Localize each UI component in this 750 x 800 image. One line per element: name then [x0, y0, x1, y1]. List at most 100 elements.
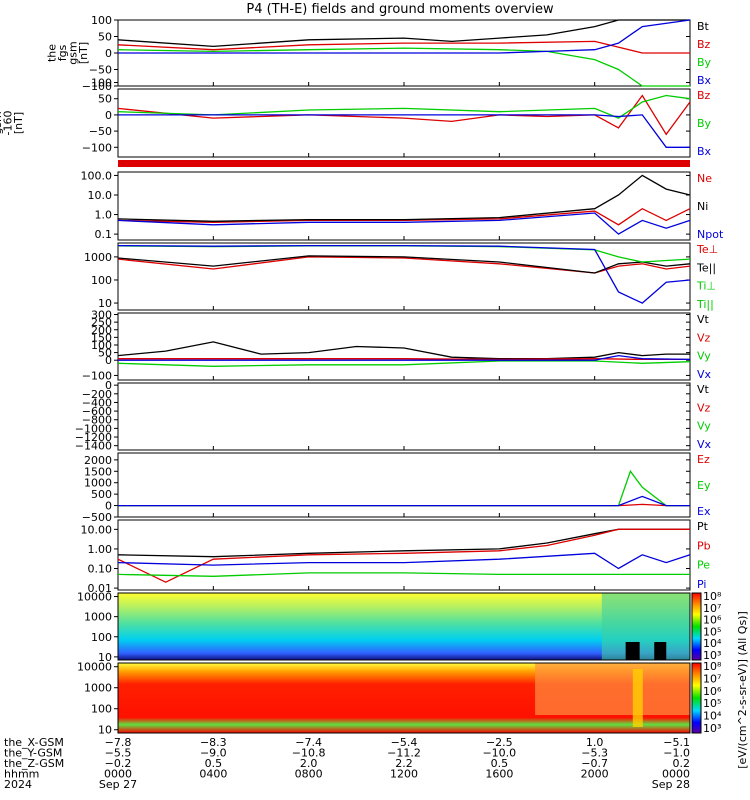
x-axis-value: −7.4: [295, 736, 322, 749]
y-tick-label: 0.01: [88, 582, 113, 595]
y-axis-label-line: fgs: [56, 44, 69, 61]
ion-spectrogram: [118, 593, 690, 660]
x-axis-value: Sep 27: [99, 778, 137, 791]
series-line-Pb: [117, 528, 690, 583]
y-tick-label: 0: [105, 500, 112, 513]
series-line-Ti||: [117, 244, 691, 304]
legend-entry: Pe: [697, 559, 710, 572]
y-tick-label: 50: [98, 93, 112, 106]
x-axis-value: −9.0: [200, 747, 227, 760]
y-tick-label: −400: [82, 396, 112, 409]
legend-entry: Vy: [697, 420, 711, 433]
colorbar-tick-label: 10³: [703, 722, 721, 735]
x-axis-labels: the_X-GSMthe_Y-GSMthe_Z-GSMhhmm2024−7.8−…: [4, 736, 690, 791]
colorbar-scale: [691, 662, 702, 734]
y-tick-label: −50: [89, 64, 112, 77]
x-axis-row-label: the_Y-GSM: [4, 747, 62, 760]
panels-layer: 100500−50−100thefgsgsm[nT]BtBzByBx100500…: [0, 14, 724, 737]
colorbar-tick-label: 10⁴: [703, 710, 722, 723]
series-line-Bx: [118, 114, 690, 148]
y-tick-label: −500: [82, 511, 112, 524]
y-tick-label: 0.1: [95, 228, 113, 241]
x-axis-value: 2.0: [300, 757, 318, 770]
y-tick-label: −600: [82, 405, 112, 418]
y-tick-label: 10.00: [81, 523, 113, 536]
ion-spectrogram-gap: [654, 642, 667, 660]
y-tick-label: 1000: [84, 251, 112, 264]
y-axis-label-line: [nT]: [77, 42, 90, 64]
x-axis-value: −5.5: [105, 747, 132, 760]
legend-entry: Vx: [697, 368, 712, 381]
legend-entry: Bx: [697, 74, 712, 87]
electron-spectrogram-late: [535, 663, 690, 715]
y-tick-label: −1200: [75, 431, 112, 444]
series-line-Te||: [117, 255, 691, 274]
series-line-Pi: [117, 552, 691, 570]
legend-entry: Ti||: [696, 298, 714, 311]
legend-entry: Bz: [697, 89, 711, 102]
colorbar-tick-label: 10⁶: [703, 614, 722, 627]
y-tick-label: 1000: [84, 682, 112, 695]
quality-flag-bar: [118, 160, 690, 167]
y-tick-label: 100: [91, 14, 112, 27]
x-axis-value: −0.7: [581, 757, 608, 770]
y-tick-label: 150: [91, 331, 112, 344]
legend-entry: Pi: [697, 578, 706, 591]
y-tick-label: 0.10: [88, 563, 113, 576]
series-group: [117, 244, 691, 304]
panel-frame: [117, 312, 691, 381]
y-tick-label: 100: [91, 339, 112, 352]
panel-frame: [117, 171, 691, 241]
colorbar-tick-label: 10⁷: [703, 672, 721, 685]
x-axis-value: −7.8: [105, 736, 132, 749]
series-line-Vy: [117, 360, 691, 367]
x-axis-value: −11.2: [387, 747, 421, 760]
series-group: [117, 19, 691, 87]
y-tick-label: 100.0: [81, 169, 113, 182]
y-tick-label: 1000: [84, 477, 112, 490]
y-tick-label: 1500: [84, 465, 112, 478]
y-tick-label: 0: [105, 109, 112, 122]
legend-entry: Vt: [697, 313, 710, 326]
y-tick-label: 10000: [77, 591, 112, 604]
series-line-Vt: [117, 341, 690, 360]
y-tick-label: 50: [98, 347, 112, 360]
electron-spectrogram-band: [632, 669, 643, 727]
series-line-Pe: [117, 572, 690, 577]
legend-entry: Ne: [697, 172, 712, 185]
x-axis-value: 1.0: [586, 736, 604, 749]
colorbar-tick-label: 10³: [703, 649, 721, 662]
legend-entry: By: [697, 117, 712, 130]
colorbar-tick-label: 10⁵: [703, 625, 721, 638]
y-axis-label-line: -160: [2, 111, 15, 136]
y-tick-label: 100: [91, 77, 112, 90]
legend-entry: Ey: [697, 479, 711, 492]
x-axis-value: −2.5: [486, 736, 513, 749]
series-line-Ex: [118, 495, 690, 507]
x-axis-value: −5.1: [663, 736, 690, 749]
x-axis-value: −0.2: [105, 757, 132, 770]
colorbar-tick-label: 10⁵: [703, 697, 721, 710]
y-axis-label-line: gsm: [66, 41, 79, 64]
series-line-Ni: [117, 174, 691, 222]
legend-entry: Ni: [697, 200, 708, 213]
y-tick-label: −800: [82, 414, 112, 427]
x-axis-row-label: the_X-GSM: [4, 736, 64, 749]
y-tick-label: 0: [105, 379, 112, 392]
series-line-Vx: [118, 354, 691, 361]
panel-3: 100.010.01.00.1Density[1/cc][cm−3]NeNiNp…: [81, 169, 724, 241]
colorbar-tick-label: 10⁸: [703, 590, 722, 603]
panel-5: 300250200150100500−100thepeirvelocitygsm…: [82, 309, 712, 383]
colorbar-tick-label: 10⁸: [703, 660, 722, 673]
colorbar-tick-label: 10⁶: [703, 685, 722, 698]
x-axis-value: −5.4: [391, 736, 418, 749]
ion-spectrogram-late: [601, 593, 690, 660]
y-tick-label: 2000: [84, 454, 112, 467]
y-tick-label: 1000: [84, 611, 112, 624]
series-line-Te⊥: [117, 256, 691, 274]
series-line-Bx: [118, 19, 691, 54]
y-tick-label: 500: [91, 488, 112, 501]
